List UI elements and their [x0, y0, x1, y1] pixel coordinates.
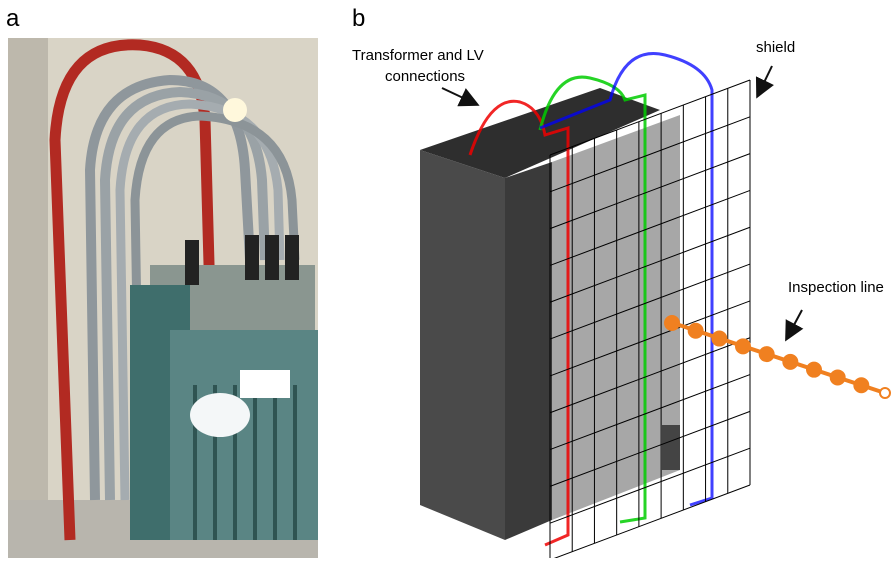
inspection-point: [712, 332, 726, 346]
annotation: Transformer and LV: [352, 47, 484, 64]
inspection-point: [689, 324, 703, 338]
inspection-point: [665, 316, 679, 330]
box-side: [505, 162, 552, 540]
photo: [8, 38, 318, 558]
photo-lamp: [223, 98, 247, 122]
panel-label: a: [6, 5, 20, 32]
diagram: Transformer and LV connections shield In…: [352, 39, 890, 558]
annotation: connections: [385, 68, 465, 85]
page: a b: [0, 0, 893, 563]
annotation: shield: [756, 39, 795, 56]
photo-bushing: [185, 240, 199, 285]
photo-glare: [190, 393, 250, 437]
inspection-point: [736, 339, 750, 353]
panel-label: b: [352, 5, 365, 32]
inspection-point: [854, 378, 868, 392]
inspection-point: [783, 355, 797, 369]
arrow: [442, 88, 476, 104]
inspection-point: [807, 363, 821, 377]
arrow: [787, 310, 802, 338]
box-front: [420, 150, 505, 540]
arrow: [758, 66, 772, 95]
photo-bushing: [245, 235, 259, 280]
box-inner: [662, 425, 680, 470]
photo-bushing: [265, 235, 279, 280]
figure: a b: [0, 0, 893, 558]
inspection-point: [831, 370, 845, 384]
photo-bushing: [285, 235, 299, 280]
inspection-point: [760, 347, 774, 361]
annotation: Inspection line: [788, 279, 884, 296]
photo-side-wall: [8, 38, 48, 558]
inspection-point: [880, 388, 890, 398]
photo-label-plate: [240, 370, 290, 398]
